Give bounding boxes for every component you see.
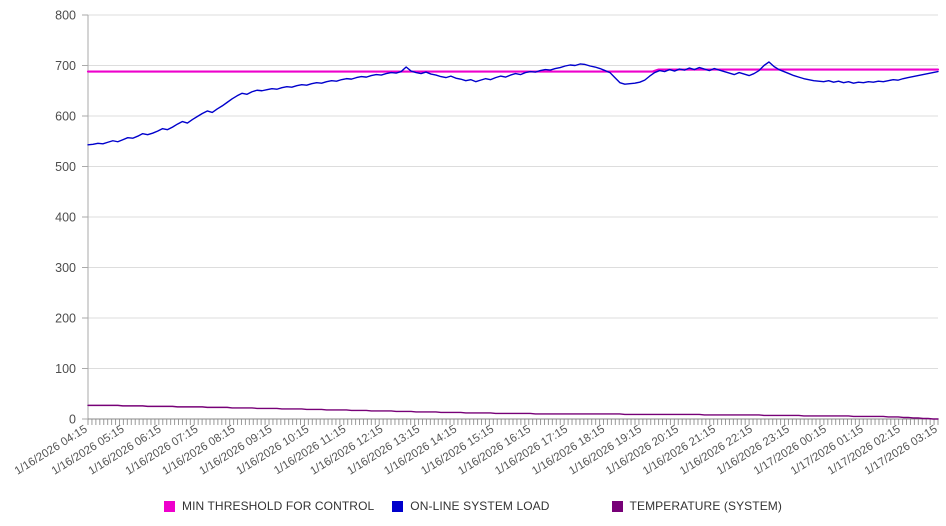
legend-label: MIN THRESHOLD FOR CONTROL xyxy=(181,499,375,513)
legend-label: TEMPERATURE (SYSTEM) xyxy=(629,499,782,513)
gridlines xyxy=(88,14,938,369)
legend-swatch-blue xyxy=(392,500,404,512)
x-axis-labels: 1/16/2026 04:151/16/2026 05:151/16/2026 … xyxy=(13,423,940,477)
x-axis-minor-ticks xyxy=(87,419,939,425)
legend-label: ON-LINE SYSTEM LOAD xyxy=(410,499,550,513)
chart-legend: MIN THRESHOLD FOR CONTROL ON-LINE SYSTEM… xyxy=(0,494,946,518)
legend-swatch-magenta xyxy=(163,500,175,512)
axis-lines xyxy=(87,15,938,420)
svg-text:500: 500 xyxy=(55,160,76,174)
legend-item-on-line-system-load[interactable]: ON-LINE SYSTEM LOAD xyxy=(392,499,549,513)
svg-text:100: 100 xyxy=(55,362,76,376)
legend-item-min-threshold-for-control[interactable]: MIN THRESHOLD FOR CONTROL xyxy=(163,499,375,513)
chart-plot-area: 0 100 200 300 400 500 600 700 800 1/16/2026 04:1… xyxy=(13,9,940,478)
svg-text:600: 600 xyxy=(55,110,76,124)
chart-series-lines xyxy=(86,61,940,420)
legend-swatch-purple xyxy=(611,500,623,512)
svg-text:700: 700 xyxy=(55,59,76,73)
svg-text:300: 300 xyxy=(55,261,76,275)
legend-item-temperature-system[interactable]: TEMPERATURE (SYSTEM) xyxy=(611,499,782,513)
y-axis-labels: 0 100 200 300 400 500 600 700 800 xyxy=(55,9,76,427)
svg-text:200: 200 xyxy=(55,312,76,326)
svg-text:800: 800 xyxy=(55,9,76,23)
svg-text:400: 400 xyxy=(55,211,76,225)
y-axis-ticks xyxy=(82,14,88,420)
svg-text:0: 0 xyxy=(69,413,76,427)
